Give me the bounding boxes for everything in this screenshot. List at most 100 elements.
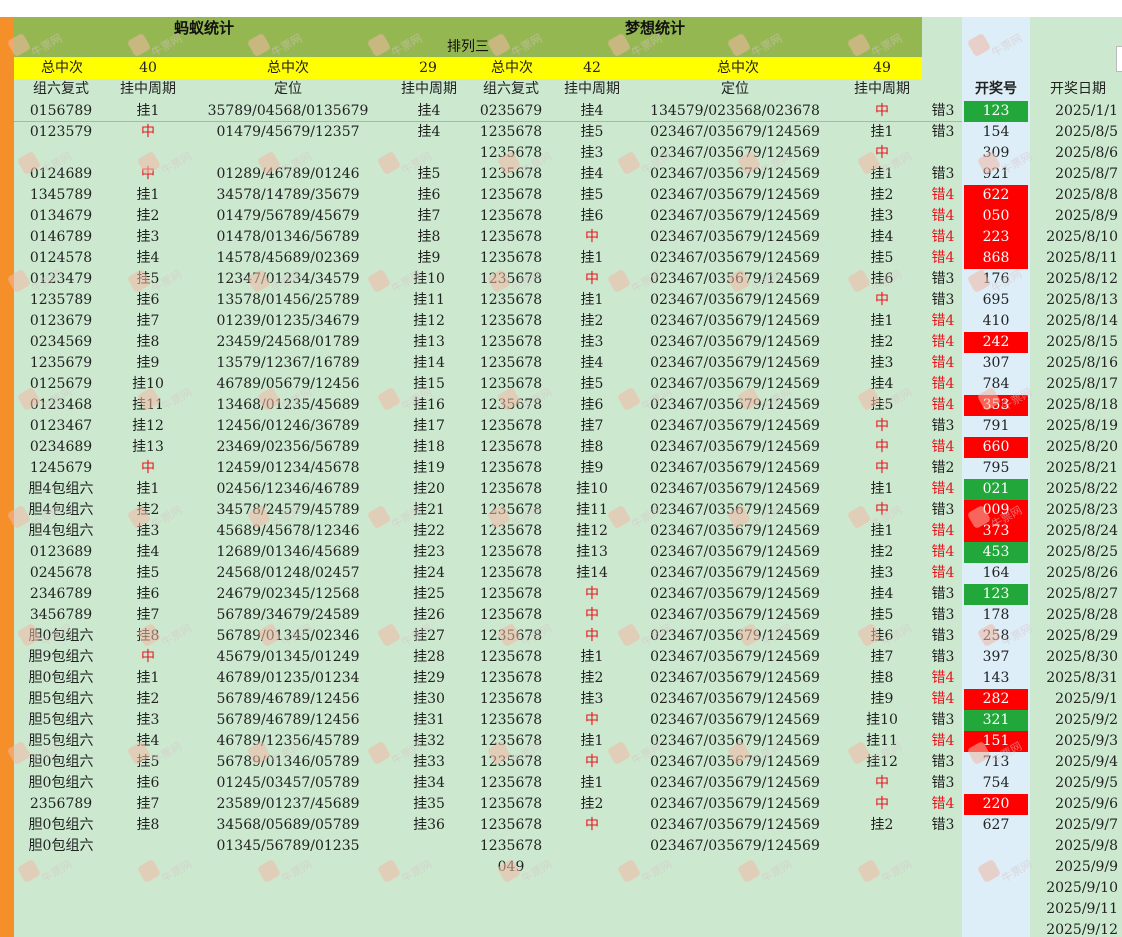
position-cell: 45689/45678/12346 (216, 523, 360, 539)
position-cell: 023467/035679/124569 (650, 397, 820, 413)
position-cell: 12456/01246/36789 (216, 418, 360, 434)
position-cell: 023467/035679/124569 (650, 166, 820, 182)
col-header: 挂中周期 (854, 81, 910, 97)
position-cell: 023467/035679/124569 (650, 544, 820, 560)
cycle-cell: 挂10 (866, 712, 898, 728)
cycle-cell: 挂10 (132, 376, 164, 392)
draw-date-cell: 2025/8/27 (1046, 586, 1118, 602)
col-header: 开奖日期 (1050, 81, 1106, 97)
position-cell: 01245/03457/05789 (216, 775, 360, 791)
position-cell: 023467/035679/124569 (650, 691, 820, 707)
combo-cell: 1235678 (479, 229, 543, 245)
cycle-cell: 挂2 (870, 187, 894, 203)
draw-number-cell: 282 (964, 689, 1028, 710)
combo-cell: 1235678 (479, 565, 543, 581)
draw-date-cell: 2025/8/17 (1046, 376, 1118, 392)
cycle-cell: 挂5 (580, 187, 604, 203)
cycle-cell: 挂5 (870, 397, 894, 413)
cycle-cell: 挂32 (413, 733, 445, 749)
draw-date-cell: 2025/9/6 (1055, 796, 1118, 812)
combo-cell: 1235678 (479, 733, 543, 749)
combo-cell: 胆0包组六 (28, 754, 94, 770)
summary-value: 40 (139, 60, 157, 76)
position-cell: 34568/05689/05789 (216, 817, 360, 833)
cycle-cell: 挂7 (870, 649, 894, 665)
draw-number-cell: 868 (964, 248, 1028, 269)
miss-cell: 错4 (931, 565, 955, 581)
cycle-cell: 挂4 (580, 103, 604, 119)
cycle-cell: 挂11 (866, 733, 898, 749)
combo-cell: 1235678 (479, 355, 543, 371)
cycle-cell: 挂8 (136, 628, 160, 644)
cycle-cell: 挂5 (417, 166, 441, 182)
combo-cell: 胆4包组六 (28, 481, 94, 497)
summary-label: 总中次 (491, 60, 533, 76)
watermark-logo: 牛票网 (856, 858, 918, 885)
draw-date-cell: 2025/8/8 (1055, 187, 1118, 203)
combo-cell: 2356789 (29, 796, 93, 812)
combo-cell: 1235678 (479, 313, 543, 329)
watermark-badge-icon (736, 858, 762, 884)
cycle-cell: 挂8 (580, 439, 604, 455)
combo-cell: 1235678 (479, 691, 543, 707)
draw-number-cell: 307 (982, 355, 1010, 371)
position-cell: 23459/24568/01789 (216, 334, 360, 350)
col-header: 定位 (721, 81, 749, 97)
top-margin (0, 0, 1122, 17)
combo-cell: 0125679 (29, 376, 93, 392)
cycle-cell: 中 (141, 460, 155, 476)
combo-cell: 1235678 (479, 250, 543, 266)
draw-number-cell: 242 (964, 332, 1028, 353)
combo-cell: 1235678 (479, 544, 543, 560)
combo-cell: 胆0包组六 (28, 628, 94, 644)
summary-value: 42 (583, 60, 601, 76)
cycle-cell: 挂12 (413, 313, 445, 329)
summary-value: 29 (419, 60, 437, 76)
cycle-cell: 挂3 (580, 145, 604, 161)
cycle-cell: 挂7 (417, 208, 441, 224)
draw-number-cell: 627 (982, 817, 1010, 833)
combo-cell: 1235678 (479, 775, 543, 791)
cycle-cell: 挂1 (136, 187, 160, 203)
cycle-cell: 挂3 (870, 355, 894, 371)
watermark-logo: 牛票网 (736, 858, 798, 885)
position-cell: 23469/02356/56789 (216, 439, 360, 455)
cycle-cell: 中 (585, 271, 599, 287)
position-cell: 023467/035679/124569 (650, 271, 820, 287)
draw-number-cell: 660 (964, 437, 1028, 458)
cycle-cell: 挂28 (413, 649, 445, 665)
miss-cell: 错3 (931, 754, 955, 770)
cycle-cell: 挂6 (417, 187, 441, 203)
draw-number-cell: 453 (964, 542, 1028, 563)
watermark-badge-icon (856, 858, 882, 884)
cycle-cell: 挂15 (413, 376, 445, 392)
combo-cell: 胆0包组六 (28, 775, 94, 791)
position-cell: 45679/01345/01249 (216, 649, 360, 665)
combo-cell: 胆0包组六 (28, 838, 94, 854)
cycle-cell: 挂1 (580, 649, 604, 665)
cycle-cell: 挂1 (870, 313, 894, 329)
draw-number-cell: 164 (982, 565, 1010, 581)
cycle-cell: 中 (585, 586, 599, 602)
scroll-handle[interactable] (1116, 46, 1122, 72)
draw-date-cell: 2025/9/8 (1055, 838, 1118, 854)
combo-cell: 胆5包组六 (28, 733, 94, 749)
cycle-cell: 挂3 (870, 565, 894, 581)
draw-date-cell: 2025/8/5 (1055, 124, 1118, 140)
draw-number-cell: 151 (964, 731, 1028, 752)
cycle-cell: 挂4 (417, 103, 441, 119)
watermark-text: 牛票网 (39, 857, 75, 886)
draw-date-cell: 2025/8/7 (1055, 166, 1118, 182)
position-cell: 12689/01346/45689 (216, 544, 360, 560)
draw-number-cell: 795 (982, 460, 1010, 476)
cycle-cell: 挂24 (413, 565, 445, 581)
draw-number-cell: 397 (982, 649, 1010, 665)
miss-cell: 错3 (931, 103, 955, 119)
combo-cell: 0235679 (479, 103, 543, 119)
draw-number-cell: 754 (982, 775, 1010, 791)
position-cell: 46789/01235/01234 (216, 670, 360, 686)
draw-number-cell: 695 (982, 292, 1010, 308)
cycle-cell: 挂13 (413, 334, 445, 350)
miss-cell: 错4 (931, 334, 955, 350)
cycle-cell: 挂20 (413, 481, 445, 497)
